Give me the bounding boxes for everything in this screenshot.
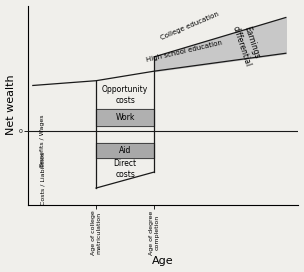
- Text: Opportunity
costs: Opportunity costs: [102, 85, 148, 105]
- Text: College education: College education: [160, 11, 220, 41]
- Text: Benefits / Wages: Benefits / Wages: [40, 115, 45, 167]
- Text: Work: Work: [116, 113, 135, 122]
- Text: Costs / Liabilities: Costs / Liabilities: [40, 152, 45, 205]
- Text: Direct
costs: Direct costs: [114, 159, 137, 178]
- Text: Earnings
differential: Earnings differential: [231, 21, 262, 67]
- Y-axis label: Net wealth: Net wealth: [5, 75, 16, 135]
- Text: Aid: Aid: [119, 146, 131, 155]
- Text: High school education: High school education: [146, 40, 223, 63]
- X-axis label: Age: Age: [152, 256, 174, 267]
